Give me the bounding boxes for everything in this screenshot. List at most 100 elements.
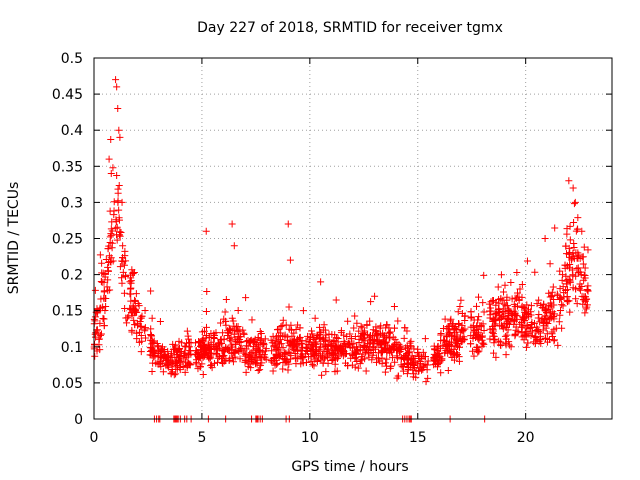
data-point (179, 362, 187, 370)
data-point (180, 349, 188, 357)
data-point (355, 335, 363, 343)
data-point (520, 315, 528, 323)
data-point (570, 252, 578, 260)
data-point (167, 369, 175, 377)
data-point (317, 278, 325, 286)
data-point (541, 235, 549, 242)
data-point (448, 353, 456, 361)
data-point (556, 295, 564, 303)
data-point (527, 320, 535, 328)
data-point (127, 297, 135, 305)
y-tick-label: 0.15 (52, 304, 83, 320)
data-point (343, 341, 351, 349)
data-point (404, 349, 412, 357)
data-point (524, 339, 532, 347)
data-point (159, 368, 167, 376)
y-tick-label: 0.2 (61, 268, 83, 284)
data-point (544, 314, 552, 322)
data-point (344, 362, 352, 370)
data-point (101, 270, 109, 278)
data-point (382, 359, 390, 367)
data-point (268, 339, 276, 347)
data-point (148, 367, 156, 375)
data-point (254, 366, 262, 374)
data-point (351, 312, 359, 320)
data-point (183, 339, 191, 347)
data-point (390, 302, 398, 310)
data-point (119, 242, 127, 250)
data-point (581, 309, 589, 317)
data-point (181, 358, 189, 366)
data-point (236, 355, 244, 363)
data-point (338, 346, 346, 354)
data-point (558, 324, 566, 332)
data-point (114, 105, 122, 113)
data-point (431, 346, 439, 354)
data-point (361, 343, 369, 351)
data-point (471, 326, 479, 334)
data-point (133, 329, 141, 337)
data-point (97, 331, 105, 339)
data-point (322, 331, 330, 339)
data-point (138, 337, 146, 345)
data-point (507, 343, 515, 351)
data-point (100, 288, 108, 296)
data-point (221, 348, 229, 356)
data-point (574, 214, 582, 222)
data-point (450, 326, 458, 334)
data-point (321, 334, 329, 342)
data-point (346, 330, 354, 338)
data-point (389, 333, 397, 341)
data-point (526, 324, 534, 332)
data-point (113, 223, 121, 231)
data-point (128, 269, 136, 277)
data-point (570, 200, 578, 208)
data-point (150, 353, 158, 361)
data-point (307, 353, 315, 361)
data-point (98, 269, 106, 277)
data-point (369, 336, 377, 344)
data-point (104, 245, 112, 253)
data-point (91, 286, 99, 294)
data-point (476, 322, 484, 330)
data-point (250, 337, 258, 345)
data-point (280, 354, 288, 362)
data-point (458, 309, 466, 317)
data-point (240, 349, 248, 357)
data-point (479, 339, 487, 347)
data-point (579, 253, 587, 261)
data-point (97, 295, 105, 303)
data-point (461, 325, 469, 333)
data-point (148, 314, 156, 322)
data-point (583, 285, 591, 293)
data-point (118, 198, 126, 206)
data-point (235, 346, 243, 354)
data-point (492, 309, 500, 317)
data-point (286, 256, 294, 264)
data-point (558, 301, 566, 309)
data-point (448, 332, 456, 340)
data-point (500, 300, 508, 308)
data-point (102, 303, 110, 311)
data-point (99, 303, 107, 311)
data-point (242, 294, 250, 302)
axis-ticks: 0 0.05 0.1 0.15 0.2 0.25 0.3 0.35 0.4 0.45 0.5 0 5 10… (52, 51, 612, 446)
data-point (240, 330, 248, 338)
data-point (229, 358, 237, 366)
data-point (404, 355, 412, 363)
data-point (559, 302, 567, 310)
data-point (511, 309, 519, 317)
data-point (328, 331, 336, 339)
data-point (492, 301, 500, 309)
data-point (539, 326, 547, 334)
data-point (424, 374, 432, 382)
data-point (137, 323, 145, 331)
x-tick-label: 0 (90, 430, 99, 446)
data-point (480, 271, 488, 279)
data-point (131, 296, 139, 304)
data-point (328, 342, 336, 350)
data-point (472, 343, 480, 351)
data-point (548, 288, 556, 296)
data-point (287, 355, 295, 363)
